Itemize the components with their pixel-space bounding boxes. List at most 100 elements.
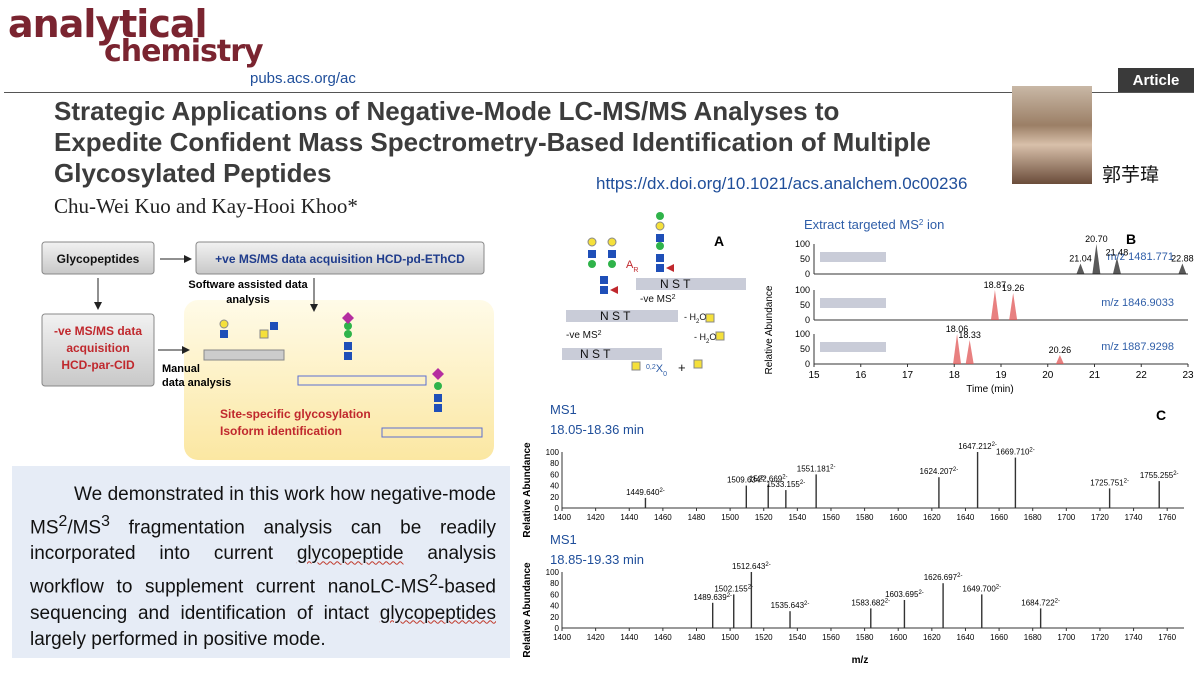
spectrum-peak-label: 1551.1812- [797,464,836,473]
panel-b-xlabel: Time (min) [966,384,1013,395]
journal-logo-line2: chemistry [104,34,264,69]
spectrum-xtick-label: 1620 [923,513,941,522]
spectrum-peak-label: 1583.6822- [851,598,890,607]
spectrum-peak-label: 1684.7222- [1021,598,1060,607]
eic-xtick-label: 16 [855,370,867,381]
paper-title: Strategic Applications of Negative-Mode … [54,96,931,188]
eic-peak-label: 20.26 [1049,345,1072,355]
spectrum-xtick-label: 1560 [822,513,840,522]
spectrum-xtick-label: 1440 [620,633,638,642]
journal-logo-line1: analytical [8,2,208,46]
result-region [184,300,494,460]
peptide-bar-low [562,348,662,360]
eic-peak-label: 21.48 [1106,248,1129,258]
eic-xtick-label: 19 [995,370,1007,381]
software-label-line2: analysis [226,294,269,306]
panel-a-fragmentation-diagram: A N S T N S T N S T -ve MS2 -ve MS2 AR -… [562,212,746,378]
spectrum-ytick-label: 100 [546,568,560,577]
spectrum-ytick-label: 60 [550,470,559,479]
eic-ytick-label: 50 [800,344,810,354]
spectrum-xtick-label: 1400 [553,513,571,522]
eic-xtick-label: 15 [808,370,820,381]
spectrum-xtick-label: 1440 [620,513,638,522]
spectrum-ytick-label: 0 [555,624,560,633]
eic-peak-label: 22.88 [1171,254,1194,264]
spectrum1-range: 18.05-18.36 min [550,422,644,437]
eic-peak-label: 18.06 [946,324,969,334]
spectrum-peak-label: 1603.6952- [885,590,924,599]
eic-peak [1092,244,1101,274]
eic-mz-label: m/z 1887.9298 [1101,341,1174,353]
spectrum-xtick-label: 1760 [1158,633,1176,642]
eic-xtick-label: 23 [1182,370,1194,381]
doi-link[interactable]: https://dx.doi.org/10.1021/acs.analchem.… [596,174,968,193]
spectrum-xtick-label: 1460 [654,633,672,642]
positive-mode-label: +ve MS/MS data acquisition HCD-pd-EThCD [215,252,465,266]
peptide-bar-mid [566,310,678,322]
spectrum-xtick-label: 1460 [654,513,672,522]
eic-peptide-glyph [820,298,886,308]
presenter-photo [1012,86,1092,184]
ve-ms2-label-a: -ve MS2 [640,294,676,306]
spectrum-xtick-label: 1400 [553,633,571,642]
spectrum-xtick-label: 1740 [1125,633,1143,642]
glycopeptide-cartoon-3 [381,368,483,438]
spectrum-xtick-label: 1720 [1091,513,1109,522]
eic-ytick-label: 100 [795,329,810,339]
eic-peak [1178,263,1187,274]
spectrum-ytick-label: 20 [550,493,559,502]
spectrum-xtick-label: 1480 [688,633,706,642]
spectrum-ytick-label: 80 [550,459,559,468]
spectrum-peak-label: 1669.7102- [996,448,1035,457]
eic-peak [965,340,974,364]
spectrum-peak-label: 1509.6342- [727,476,766,485]
ar-label: AR [626,259,638,274]
spectrum-peak-label: 1512.6432- [732,562,771,571]
eic-peak [1112,257,1121,274]
spectrum-peak-label: 1449.6402- [626,488,665,497]
panel-c-xlabel: m/z [852,655,869,666]
spectrum-xtick-label: 1680 [1024,633,1042,642]
spectrum-xtick-label: 1520 [755,633,773,642]
spectrum-xtick-label: 1420 [587,633,605,642]
spectrum-xtick-label: 1420 [587,513,605,522]
negative-mode-line2: acquisition [66,341,129,355]
eic-peak-label: 18.87 [984,280,1007,290]
spectrum-xtick-label: 1720 [1091,633,1109,642]
fragment-square-2 [693,359,703,369]
spectrum-ytick-label: 80 [550,579,559,588]
peptide-bar-top [636,278,746,290]
spectrum-ytick-label: 60 [550,590,559,599]
peptide-seq-mid: N S T [600,309,631,323]
negative-mode-box [41,313,155,387]
summary-text: We demonstrated in this work how negativ… [30,484,497,651]
spectrum-peak-label: 1649.7002- [962,584,1001,593]
fragment-square-4 [715,331,725,341]
eic-peak-label: 18.33 [958,330,981,340]
spectrum-xtick-label: 1540 [788,513,806,522]
spectrum-xtick-label: 1640 [957,513,975,522]
eic-peak [953,334,962,364]
spectrum-peak-label: 1522.6692- [749,474,788,483]
panel-b-extracted-ion-chromatograms: Extract targeted MS2 ion B Relative Abun… [764,217,1194,395]
spectrum1-title: MS1 [550,402,577,417]
spectrum-peak-label: 1647.2122- [958,442,997,451]
spectrum-xtick-label: 1540 [788,633,806,642]
eic-xtick-label: 20 [1042,370,1054,381]
panel-a-label: A [714,233,724,249]
eic-peak [1076,263,1085,274]
journal-url[interactable]: pubs.acs.org/ac [250,70,356,87]
eic-ytick-label: 50 [800,254,810,264]
eic-peak [990,290,999,320]
eic-peak-label: 21.04 [1069,254,1092,264]
spectrum-xtick-label: 1560 [822,633,840,642]
spectrum-peak-label: 1489.6392- [693,593,732,602]
spectrum-xtick-label: 1760 [1158,513,1176,522]
spectrum1-ylabel: Relative Abundance [522,442,533,538]
eic-peak-label: 19.26 [1002,283,1025,293]
spectrum-xtick-label: 1580 [856,513,874,522]
spectrum-peak-label: 1626.6972- [924,573,963,582]
spectrum-xtick-label: 1600 [889,633,907,642]
